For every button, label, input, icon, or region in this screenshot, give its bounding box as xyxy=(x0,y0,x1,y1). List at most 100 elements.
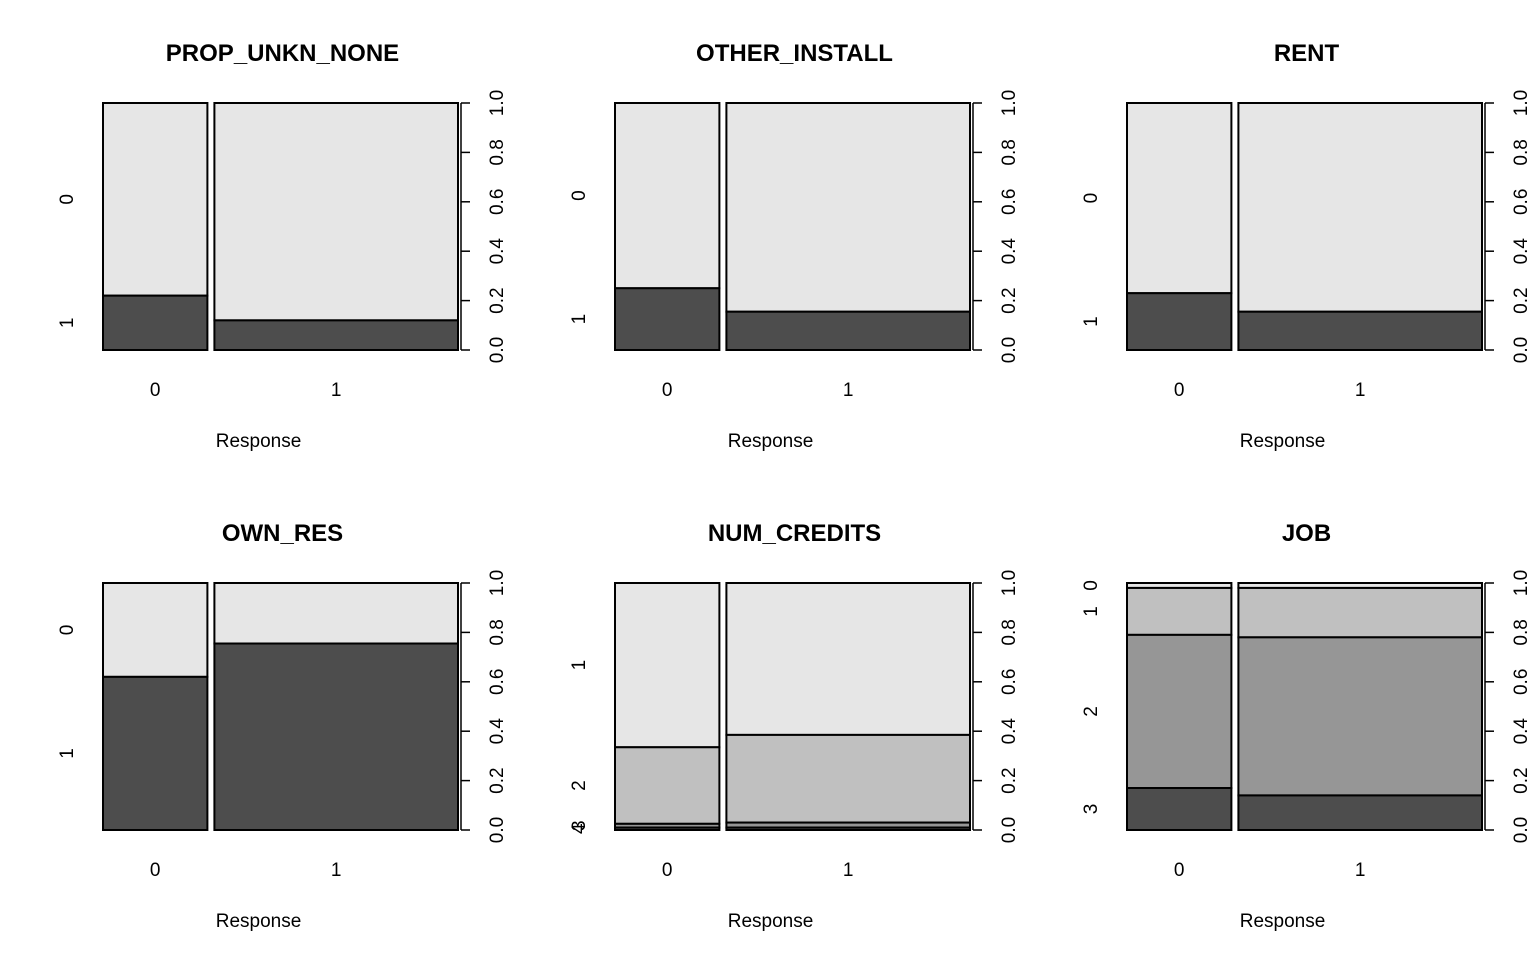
right-axis-tick-label: 0.8 xyxy=(999,139,1020,165)
right-axis-tick-label: 0.8 xyxy=(1511,619,1532,645)
chart-title: JOB xyxy=(1282,520,1331,547)
y-level-label: 0 xyxy=(1081,193,1102,204)
right-axis-tick-label: 0.4 xyxy=(487,718,508,745)
right-axis-tick-label: 0.2 xyxy=(1511,767,1532,793)
right-axis-tick-label: 1.0 xyxy=(487,90,508,116)
y-level-label: 4 xyxy=(569,823,590,834)
y-level-label: 0 xyxy=(57,194,78,205)
right-axis-tick-label: 0.0 xyxy=(487,817,508,843)
y-level-label: 2 xyxy=(569,780,590,791)
x-tick-label: 0 xyxy=(662,380,673,401)
bar-segment-1-level-1 xyxy=(1237,586,1484,639)
y-level-label: 3 xyxy=(569,820,590,831)
bar-segment-1-level-2 xyxy=(1237,636,1484,797)
chart-title: OWN_RES xyxy=(222,520,343,547)
bar-segment-0-level-0 xyxy=(614,102,721,290)
bar-segment-0-level-0 xyxy=(102,582,209,678)
chart-title: OTHER_INSTALL xyxy=(696,40,893,67)
x-tick-label: 0 xyxy=(1174,380,1185,401)
right-axis-tick-label: 0.4 xyxy=(999,718,1020,745)
bar-segment-0-level-2 xyxy=(1126,633,1233,790)
y-level-label: 0 xyxy=(57,625,78,636)
y-level-label: 1 xyxy=(569,660,590,671)
x-tick-label: 1 xyxy=(331,380,342,401)
right-axis-tick-label: 0.6 xyxy=(1511,669,1532,695)
bar-segment-0-level-0 xyxy=(1126,102,1233,295)
right-axis-tick-label: 1.0 xyxy=(999,570,1020,596)
bar-segment-1-level-0 xyxy=(1237,102,1484,313)
right-axis-tick-label: 0.4 xyxy=(999,238,1020,265)
right-axis-tick-label: 0.4 xyxy=(1511,238,1532,265)
bar-segment-0-level-4 xyxy=(614,826,721,832)
bar-segment-1-level-0 xyxy=(213,582,459,645)
right-axis-tick-label: 1.0 xyxy=(999,90,1020,116)
y-level-label: 0 xyxy=(1081,580,1102,591)
x-tick-label: 1 xyxy=(331,860,342,881)
panel-other-install: OTHER_INSTALL 0 1 0 1 0.0 0.2 0.4 0.6 0.8 1.0 Respo… xyxy=(569,40,1020,452)
panel-num-credits: NUM_CREDITS 0 1 1 2 34 0.0 0.2 0.4 0.6 0.8 1.0 Respo… xyxy=(569,520,1020,932)
right-axis-tick-label: 0.4 xyxy=(487,238,508,265)
bar-segment-1-level-3 xyxy=(1237,794,1484,831)
right-axis-tick-label: 0.8 xyxy=(999,619,1020,645)
right-axis-tick-label: 0.6 xyxy=(487,669,508,695)
y-level-label: 1 xyxy=(57,748,78,759)
right-axis-tick-label: 0.8 xyxy=(487,619,508,645)
right-axis-tick-label: 1.0 xyxy=(1511,90,1532,116)
right-axis-tick-label: 0.0 xyxy=(1511,337,1532,363)
x-axis-label: Response xyxy=(1240,911,1326,932)
right-axis-tick-label: 0.6 xyxy=(487,189,508,215)
bar-segment-0-level-1 xyxy=(614,287,721,351)
x-tick-label: 1 xyxy=(843,380,854,401)
right-axis-tick-label: 0.8 xyxy=(1511,139,1532,165)
x-tick-label: 1 xyxy=(1355,860,1366,881)
bar-segment-1-level-1 xyxy=(1237,310,1484,351)
bar-segment-1-level-1 xyxy=(725,582,972,736)
bar-segment-0-level-0 xyxy=(102,102,209,297)
x-axis-label: Response xyxy=(728,911,814,932)
panel-job: JOB 0 1 0 1 2 3 0.0 0.2 0.4 0.6 0.8 1.0 Response xyxy=(1081,520,1532,932)
x-axis-label: Response xyxy=(728,431,814,452)
x-axis-label: Response xyxy=(1240,431,1326,452)
x-axis-label: Response xyxy=(216,911,302,932)
right-axis-tick-label: 1.0 xyxy=(487,570,508,596)
chart-title: PROP_UNKN_NONE xyxy=(166,40,399,67)
bar-segment-0-level-1 xyxy=(102,294,209,352)
bar-segment-0-level-1 xyxy=(614,582,721,749)
bar-segment-1-level-1 xyxy=(213,319,459,351)
x-axis-label: Response xyxy=(216,431,302,452)
bar-segment-0-level-3 xyxy=(1126,787,1233,832)
bar-segment-1-level-1 xyxy=(725,310,972,351)
bar-segment-0-level-2 xyxy=(614,746,721,825)
right-axis-tick-label: 0.6 xyxy=(999,189,1020,215)
x-tick-label: 1 xyxy=(1355,380,1366,401)
right-axis-tick-label: 0.2 xyxy=(999,767,1020,793)
right-axis-tick-label: 0.0 xyxy=(1511,817,1532,843)
panel-rent: RENT 0 1 0 1 0.0 0.2 0.4 0.6 0.8 1.0 Response xyxy=(1081,40,1532,452)
x-tick-label: 1 xyxy=(843,860,854,881)
bar-segment-1-level-2 xyxy=(725,733,972,824)
y-level-label: 1 xyxy=(57,318,78,329)
right-axis-tick-label: 0.4 xyxy=(1511,718,1532,745)
right-axis-tick-label: 0.6 xyxy=(1511,189,1532,215)
chart-title: RENT xyxy=(1274,40,1340,67)
x-tick-label: 0 xyxy=(150,860,161,881)
right-axis-tick-label: 1.0 xyxy=(1511,570,1532,596)
x-tick-label: 0 xyxy=(150,380,161,401)
right-axis-tick-label: 0.8 xyxy=(487,139,508,165)
y-level-label: 1 xyxy=(1081,316,1102,327)
bar-segment-1-level-1 xyxy=(213,642,459,832)
bar-segment-0-level-1 xyxy=(102,675,209,831)
x-tick-label: 0 xyxy=(662,860,673,881)
right-axis-tick-label: 0.2 xyxy=(999,287,1020,313)
right-axis-tick-label: 0.2 xyxy=(487,287,508,313)
y-level-label: 1 xyxy=(569,314,590,325)
y-level-label: 1 xyxy=(1081,606,1102,617)
right-axis-tick-label: 0.0 xyxy=(999,337,1020,363)
right-axis-tick-label: 0.2 xyxy=(487,767,508,793)
panel-prop-unkn-none: PROP_UNKN_NONE 0 1 0 1 0.0 0.2 0.4 0.6 0.8 1.0 Resp… xyxy=(57,40,508,452)
bar-segment-0-level-1 xyxy=(1126,586,1233,636)
right-axis-tick-label: 0.2 xyxy=(1511,287,1532,313)
right-axis-tick-label: 0.6 xyxy=(999,669,1020,695)
right-axis-tick-label: 0.0 xyxy=(999,817,1020,843)
